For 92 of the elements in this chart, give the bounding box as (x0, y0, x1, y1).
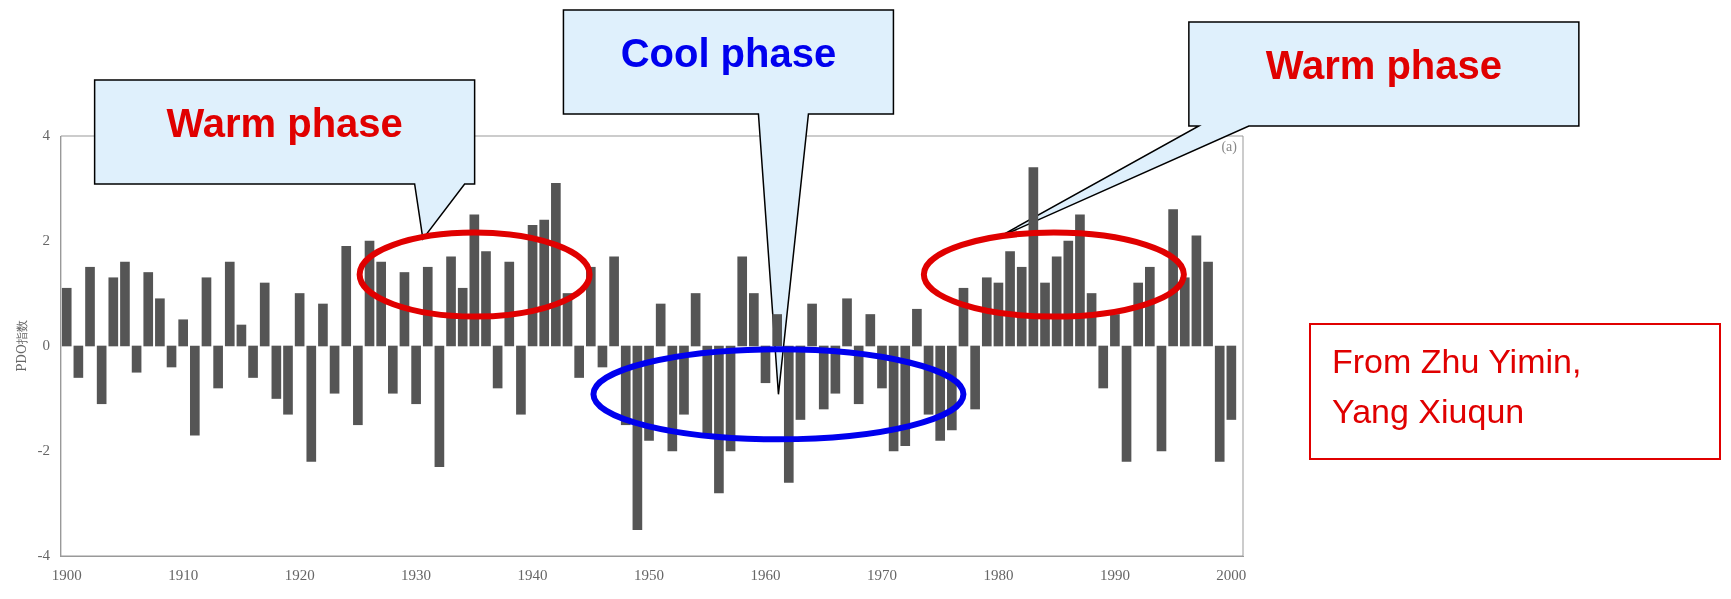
bar (842, 298, 852, 347)
bar (1145, 266, 1155, 347)
bar (1191, 235, 1202, 347)
bar (294, 293, 305, 347)
bar (818, 345, 829, 410)
bar (1063, 240, 1074, 347)
bar (213, 345, 223, 389)
x-tick-label: 1960 (750, 566, 781, 583)
bar (143, 272, 154, 347)
bar (166, 345, 177, 368)
bar (1075, 214, 1085, 347)
annotation: (a) (1221, 138, 1238, 155)
bar (1121, 345, 1132, 462)
bar (737, 256, 748, 347)
bar (73, 345, 84, 378)
bar (690, 293, 701, 347)
x-tick-label: 1900 (51, 566, 82, 583)
bar (224, 261, 235, 347)
bar (131, 345, 142, 373)
y-tick-label: 0 (42, 336, 50, 353)
annotation: Warm phase (166, 101, 403, 146)
bar (411, 345, 421, 405)
bar (329, 345, 340, 394)
bar (1040, 282, 1050, 347)
bar (1110, 314, 1120, 347)
bar (516, 345, 526, 415)
x-tick-label: 1990 (1099, 566, 1130, 583)
x-tick-label: 1950 (634, 566, 665, 583)
bar (714, 345, 724, 494)
bar (306, 345, 317, 462)
bar (201, 277, 212, 347)
bar (446, 256, 456, 347)
bar (981, 277, 992, 347)
bar (492, 345, 503, 389)
bar (1005, 251, 1015, 347)
y-tick-label: 4 (42, 126, 51, 143)
text: Warm phase (1265, 43, 1503, 88)
bar (259, 282, 270, 347)
bar (248, 345, 258, 378)
x-tick-label: 1930 (401, 566, 432, 583)
bar (457, 287, 468, 347)
bar (1156, 345, 1167, 452)
text: From Zhu Yimin, Yang Xiuqun (1332, 342, 1582, 431)
bar (236, 324, 247, 347)
bar (190, 345, 200, 436)
x-tick-label: 1940 (517, 566, 548, 583)
bar (387, 345, 398, 394)
bar (96, 345, 107, 405)
bar (155, 298, 165, 347)
bar (120, 261, 130, 347)
bar (61, 287, 72, 347)
x-tick-label: 1920 (284, 566, 315, 583)
bar (1179, 277, 1190, 347)
bar (772, 314, 782, 347)
bar (341, 245, 352, 347)
y-tick-label: -2 (37, 441, 50, 458)
bar (353, 345, 363, 426)
bar (679, 345, 689, 415)
x-tick-label: 1910 (168, 566, 199, 583)
bar (551, 182, 561, 347)
bar (1214, 345, 1225, 462)
bar (481, 251, 491, 347)
y-axis-title: PDO指数 (15, 320, 30, 372)
bar (1098, 345, 1109, 389)
bar (597, 345, 608, 368)
bar (271, 345, 282, 399)
bar (609, 256, 619, 347)
bar (912, 308, 922, 347)
y-tick-label: 2 (42, 231, 50, 248)
bar (376, 261, 386, 347)
bar (318, 303, 328, 347)
bar (655, 303, 666, 347)
bar (434, 345, 445, 468)
bar (574, 345, 584, 378)
bar (1226, 345, 1237, 420)
bar (178, 319, 189, 347)
x-tick-label: 1970 (866, 566, 897, 583)
bar (749, 293, 759, 347)
bar (108, 277, 119, 347)
bar (970, 345, 980, 410)
text: Cool phase (620, 31, 837, 76)
bar (865, 314, 876, 347)
bar (504, 261, 515, 347)
bar (1203, 261, 1213, 347)
bar (283, 345, 293, 415)
y-tick-label: -4 (37, 546, 51, 563)
x-tick-label: 1980 (983, 566, 1014, 583)
bar (422, 266, 433, 347)
bar (1016, 266, 1027, 347)
bar (807, 303, 817, 347)
x-tick-label: 2000 (1216, 566, 1247, 583)
bar (85, 266, 95, 347)
